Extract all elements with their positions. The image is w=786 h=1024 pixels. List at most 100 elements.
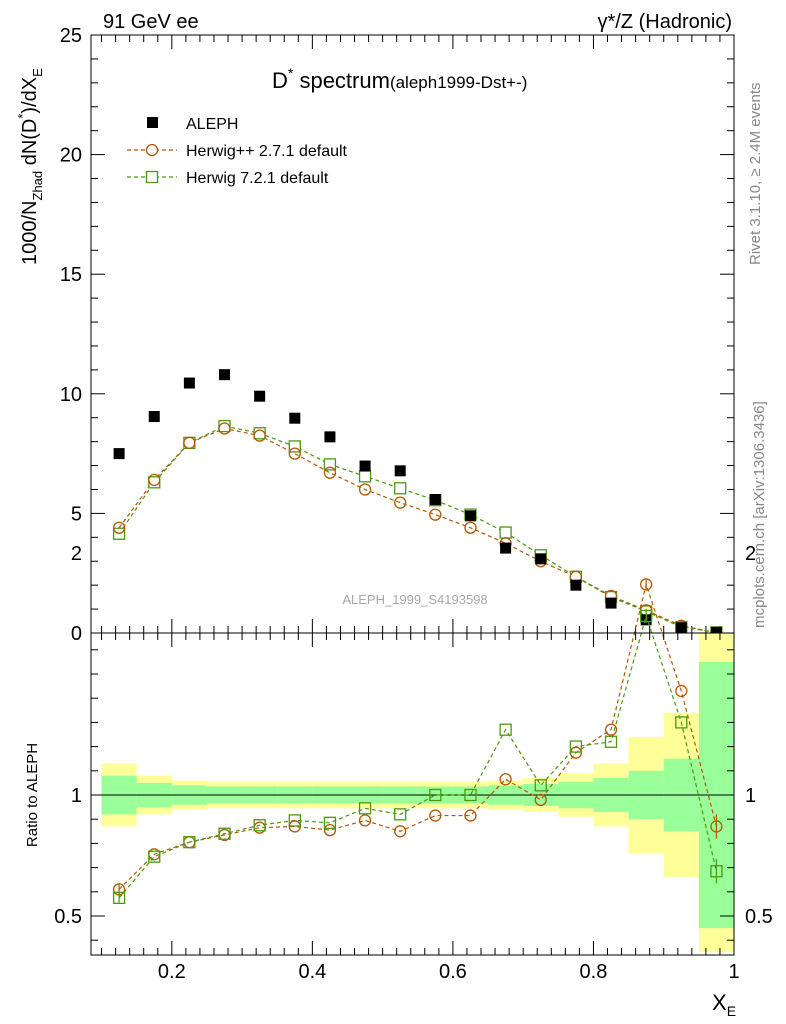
aleph-point (675, 622, 687, 634)
aleph-point (183, 377, 195, 389)
x-axis-label: XE (712, 990, 736, 1019)
legend-marker-aleph (147, 117, 158, 128)
y-tick-label: 25 (60, 25, 82, 47)
aleph-point (605, 597, 617, 609)
ratio-line-herwigpp (118, 582, 718, 890)
herwigpp-point (323, 466, 337, 479)
herwig7-point (218, 419, 231, 433)
herwig7-point (253, 427, 266, 440)
ratio-herwigpp-point (323, 823, 337, 837)
ratio-series-layer (112, 578, 723, 904)
ratio-herwigpp-point (429, 809, 442, 822)
herwig7-point (358, 470, 372, 483)
ratio-y-tick-label-left: 2 (71, 543, 82, 565)
herwigpp-point (183, 436, 196, 449)
ratio-herwig7-point (323, 816, 337, 829)
ratio-axis-ticks (91, 633, 735, 955)
ratio-herwig7-point (534, 779, 547, 792)
ratio-plot-frame (90, 632, 735, 956)
ratio-uncertainty-bands (101, 633, 734, 953)
ratio-y-tick-label-right: 0.5 (745, 906, 773, 928)
aleph-point (394, 465, 406, 477)
aleph-point (359, 460, 371, 472)
y-tick-label: 10 (60, 384, 82, 406)
main-series-layer (112, 369, 723, 639)
ratio-herwigpp-point (604, 723, 618, 736)
header-process: γ*/Z (Hadronic) (598, 11, 732, 33)
legend-marker-herwigpp (145, 143, 159, 157)
ratio-herwig7-point (499, 723, 512, 736)
herwigpp-point (288, 447, 301, 460)
plot-title: D* spectrum(aleph1999-Dst+-) (272, 65, 527, 93)
x-tick-labels: 0.2 0.4 0.6 0.8 1 (158, 961, 740, 983)
aleph-point (570, 579, 582, 591)
herwig7-point (288, 440, 301, 453)
ratio-herwigpp-point (640, 578, 653, 591)
x-tick-label: 0.4 (298, 961, 326, 983)
ratio-herwig7-point (604, 735, 618, 748)
x-tick-label: 1 (728, 961, 739, 983)
ratio-herwig7-point (358, 802, 372, 815)
ratio-y-tick-labels: 0.5 0.5 1 1 2 2 (54, 543, 773, 928)
ratio-herwigpp-point (358, 814, 372, 827)
y-tick-label: 20 (60, 145, 82, 167)
herwig7-point (394, 482, 407, 495)
ratio-y-axis-label: Ratio to ALEPH (24, 743, 41, 847)
ratio-herwigpp-point (534, 793, 547, 806)
legend-label-aleph: ALEPH (186, 116, 238, 133)
ratio-herwig7-point (394, 808, 407, 821)
aleph-point (500, 542, 512, 554)
ratio-herwig7-point (569, 740, 583, 753)
aleph-point (535, 553, 547, 565)
rivet-version-label: Rivet 3.1.10, ≥ 2.4M events (747, 83, 764, 266)
aleph-point (219, 369, 231, 381)
herwigpp-point (464, 521, 477, 534)
herwig7-point (148, 476, 161, 489)
aleph-point (429, 494, 441, 506)
aleph-point (148, 411, 160, 423)
mcplots-label: mcplots.cern.ch [arXiv:1306.3436] (751, 401, 768, 628)
legend-marker-herwig7 (145, 170, 159, 184)
ratio-y-tick-label-right: 2 (745, 543, 756, 565)
ratio-y-tick-label-left: 0.5 (54, 906, 82, 928)
y-tick-label: 0 (71, 623, 82, 645)
x-tick-label: 0.6 (439, 961, 467, 983)
header-energy: 91 GeV ee (103, 11, 199, 33)
legend-label-herwigpp: Herwig++ 2.7.1 default (186, 143, 348, 160)
ratio-herwigpp-point (499, 773, 512, 786)
ratio-herwig7-point (288, 814, 301, 827)
aleph-point (324, 431, 336, 443)
x-tick-label: 0.2 (158, 961, 186, 983)
ratio-herwig7-point (675, 716, 688, 729)
aleph-point (254, 390, 266, 402)
ratio-herwig7-point (112, 891, 126, 904)
legend-label-herwig7: Herwig 7.2.1 default (186, 170, 329, 187)
ratio-herwig7-point (183, 836, 196, 849)
herwigpp-point (394, 496, 407, 509)
ratio-y-tick-label-right: 1 (745, 785, 756, 807)
legend: ALEPH Herwig++ 2.7.1 default Herwig 7.2.… (127, 116, 348, 187)
y-tick-label: 5 (71, 503, 82, 525)
ratio-herwig7-point (640, 609, 653, 623)
aleph-point (464, 510, 476, 522)
ratio-herwig7-point (710, 865, 723, 878)
y-axis-label: 1000/NZhad dN(D*)/dXE (15, 68, 45, 265)
herwigpp-point (112, 521, 126, 534)
aleph-point (710, 626, 722, 638)
herwigpp-point (358, 483, 372, 496)
x-tick-label: 0.8 (580, 961, 608, 983)
ratio-herwigpp-point (710, 820, 723, 833)
ratio-herwigpp-point (394, 825, 407, 838)
aleph-point (289, 412, 301, 424)
aleph-point (113, 448, 125, 460)
ratio-herwig7-point (429, 788, 442, 802)
ratio-herwig7-point (464, 788, 477, 802)
ratio-herwig7-point (148, 850, 161, 863)
herwigpp-point (429, 508, 442, 521)
herwigpp-point (253, 429, 266, 442)
main-axis-ticks (91, 34, 735, 634)
ratio-herwigpp-point (675, 684, 688, 698)
herwigpp-point (218, 422, 231, 435)
ratio-herwig7-point (218, 827, 231, 840)
